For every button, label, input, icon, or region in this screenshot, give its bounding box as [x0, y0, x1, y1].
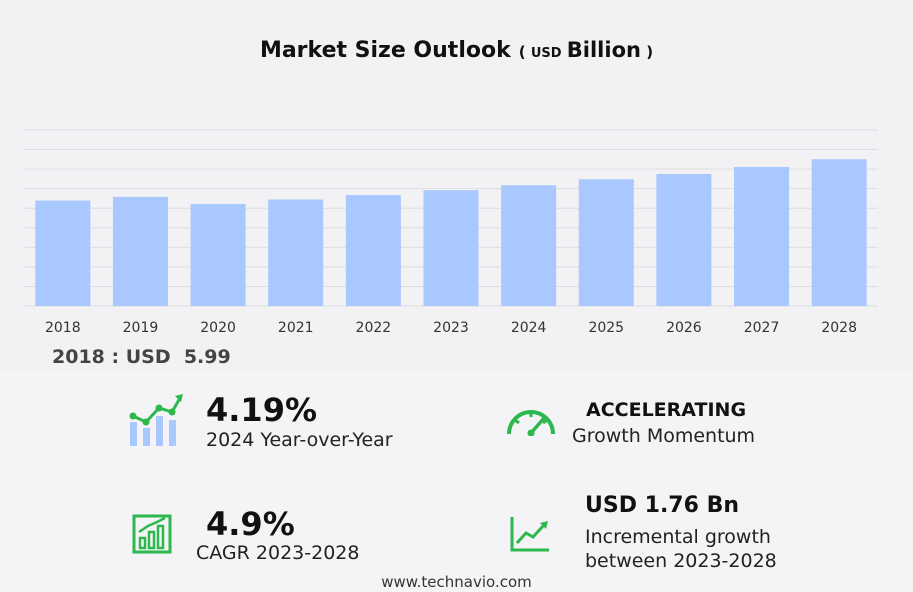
bar-2022 [345, 195, 401, 306]
bar-2027 [734, 166, 790, 306]
incremental-value: USD 1.76 Bn [585, 493, 739, 518]
x-tick-label: 2028 [821, 320, 857, 336]
bar-chart-icon [132, 514, 172, 554]
cagr-stat: 4.9% CAGR 2023-2028 [196, 506, 359, 564]
baseline-value: 2018 : USD 5.99 [52, 346, 231, 368]
bar-2018 [35, 200, 91, 306]
x-tick-label: 2021 [278, 320, 314, 336]
bar-2019 [112, 196, 168, 306]
bar-2026 [656, 174, 712, 306]
growth-chart-icon [129, 394, 183, 446]
x-tick-label: 2026 [666, 320, 702, 336]
cagr-value: 4.9% [206, 505, 295, 543]
x-tick-label: 2019 [123, 320, 159, 336]
yoy-stat: 4.19% 2024 Year-over-Year [206, 391, 393, 451]
unit-main: Billion [566, 38, 641, 62]
x-tick-label: 2027 [744, 320, 780, 336]
title-text: Market Size Outlook [259, 38, 511, 63]
bar-chart: 2018 2019 2020 2021 2022 2023 2024 2025 2026 2027… [24, 129, 878, 336]
momentum-stat: ACCELERATING Growth Momentum [572, 398, 755, 450]
x-tick-label: 2024 [511, 320, 547, 336]
chart-title: Market Size Outlook ( USD Billion ) [0, 38, 913, 63]
title-unit: ( USD Billion ) [518, 38, 654, 62]
bar-2028 [811, 159, 867, 306]
stats-panel [0, 372, 913, 592]
bar-2024 [501, 185, 557, 306]
speedometer-icon [507, 410, 555, 436]
baseline-number: 5.99 [183, 346, 231, 368]
bar-2021 [268, 199, 324, 306]
x-tick-label: 2020 [200, 320, 236, 336]
bar-2023 [423, 190, 479, 306]
incremental-label-2: between 2023-2028 [585, 550, 777, 572]
cagr-label: CAGR 2023-2028 [196, 542, 360, 564]
footer-url: www.technavio.com [381, 573, 532, 591]
line-chart-icon [510, 517, 549, 552]
yoy-value: 4.19% [206, 391, 318, 429]
yoy-label: 2024 Year-over-Year [206, 429, 393, 451]
bar-2025 [578, 179, 634, 306]
x-tick-label: 2023 [433, 320, 469, 336]
bar-2020 [190, 203, 246, 306]
unit-prefix: USD [530, 46, 562, 61]
baseline-label: 2018 : USD [52, 346, 171, 368]
incremental-stat: USD 1.76 Bn Incremental growth between 2… [585, 493, 777, 573]
x-tick-label: 2025 [588, 320, 624, 336]
incremental-label-1: Incremental growth [585, 526, 771, 548]
x-tick-label: 2018 [45, 320, 81, 336]
x-tick-label: 2022 [356, 320, 392, 336]
momentum-label: Growth Momentum [572, 425, 756, 447]
momentum-value: ACCELERATING [586, 399, 747, 421]
